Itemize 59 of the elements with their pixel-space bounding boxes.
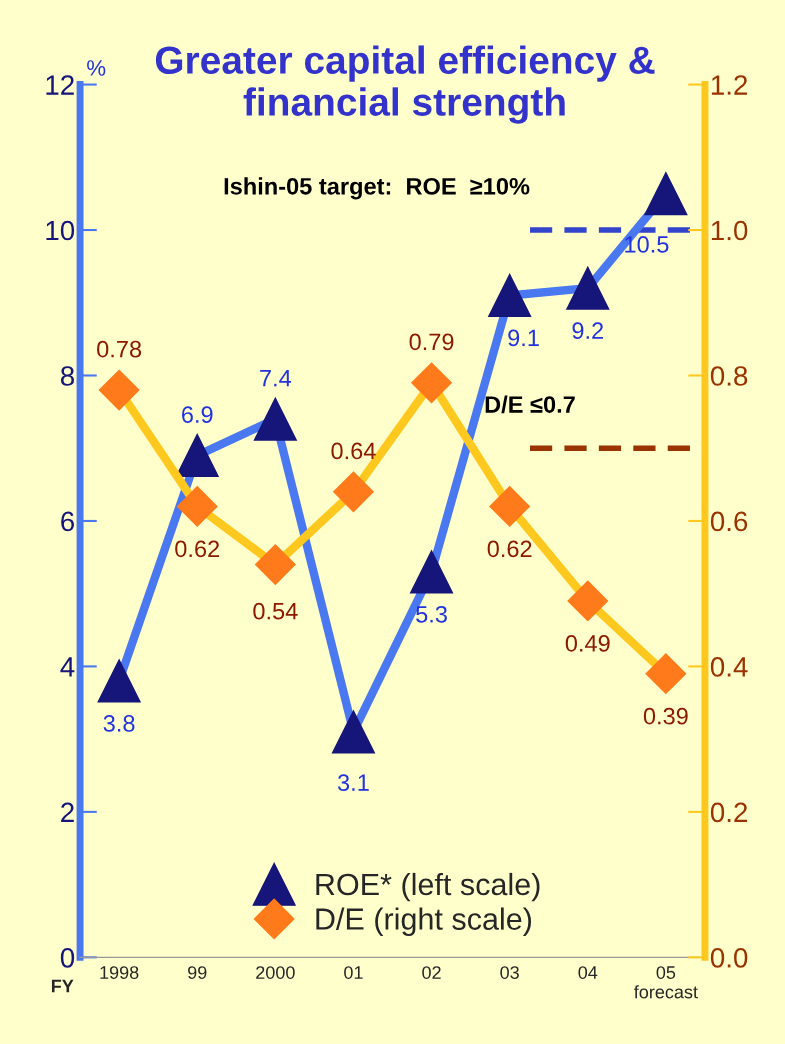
y2-tick-label: 0.8 bbox=[710, 366, 748, 386]
data-label: 0.62 bbox=[175, 540, 220, 558]
point bbox=[98, 369, 140, 411]
data-label: 3.8 bbox=[103, 715, 135, 732]
data-label: 7.4 bbox=[260, 370, 292, 387]
ref-line-label: Ishin-05 target: ROE ≥10% bbox=[224, 177, 530, 200]
data-label: 9.1 bbox=[508, 329, 539, 347]
legend-label: D/E (right scale) bbox=[316, 907, 532, 936]
ref-line-label: D/E ≤0.7 bbox=[485, 395, 575, 414]
point bbox=[97, 659, 141, 703]
legend-label: ROE* (left scale) bbox=[316, 872, 540, 902]
point bbox=[567, 580, 609, 622]
y-axis-title: % bbox=[87, 60, 106, 76]
y-tick-label: 8 bbox=[60, 366, 74, 386]
data-label: 9.2 bbox=[572, 322, 603, 339]
y2-tick-label: 1.0 bbox=[711, 220, 748, 241]
y2-tick-label: 1.2 bbox=[711, 75, 748, 95]
data-label: 6.9 bbox=[182, 406, 213, 423]
y2-tick-label: 0.6 bbox=[710, 511, 748, 532]
y2-tick-label: 0.0 bbox=[710, 948, 748, 968]
data-label: 0.54 bbox=[253, 602, 298, 620]
x-tick-label: 02 bbox=[422, 966, 441, 979]
chart-title: Greater capital efficiency & financial strength bbox=[155, 45, 655, 124]
point bbox=[489, 486, 530, 527]
point bbox=[333, 471, 374, 513]
data-label: 0.39 bbox=[643, 707, 688, 725]
point bbox=[644, 172, 688, 216]
y-tick-label: 2 bbox=[61, 802, 74, 822]
point bbox=[255, 544, 296, 585]
y2-tick-label: 0.2 bbox=[710, 802, 748, 823]
point bbox=[176, 486, 218, 527]
x-tick-label: 1998 bbox=[100, 966, 139, 979]
data-label: 3.1 bbox=[337, 774, 369, 791]
data-label: 0.49 bbox=[565, 635, 610, 652]
point bbox=[253, 397, 297, 441]
x-tick-label: 05 forecast bbox=[634, 966, 698, 999]
data-label: 0.78 bbox=[97, 340, 142, 358]
x-tick-label: 2000 bbox=[256, 966, 295, 979]
y-tick-label: 4 bbox=[60, 657, 75, 677]
point bbox=[411, 362, 452, 404]
y-tick-label: 12 bbox=[46, 75, 74, 95]
data-label: 5.3 bbox=[416, 605, 447, 623]
data-label: 0.79 bbox=[409, 333, 454, 351]
x-axis-title: FY bbox=[51, 979, 74, 993]
y-tick-label: 6 bbox=[61, 511, 74, 532]
point bbox=[566, 266, 610, 310]
y2-tick-label: 0.4 bbox=[710, 657, 748, 677]
point bbox=[410, 550, 454, 594]
point bbox=[331, 710, 375, 754]
y-tick-label: 10 bbox=[46, 220, 75, 241]
point bbox=[488, 273, 532, 318]
y-tick-label: 0 bbox=[60, 948, 75, 968]
x-tick-label: 01 bbox=[344, 966, 363, 979]
x-tick-label: 04 bbox=[578, 966, 598, 979]
data-label: 0.64 bbox=[331, 442, 376, 460]
x-tick-label: 99 bbox=[188, 966, 207, 979]
x-tick-label: 03 bbox=[500, 966, 519, 979]
data-label: 0.62 bbox=[487, 540, 532, 558]
point bbox=[645, 653, 687, 695]
